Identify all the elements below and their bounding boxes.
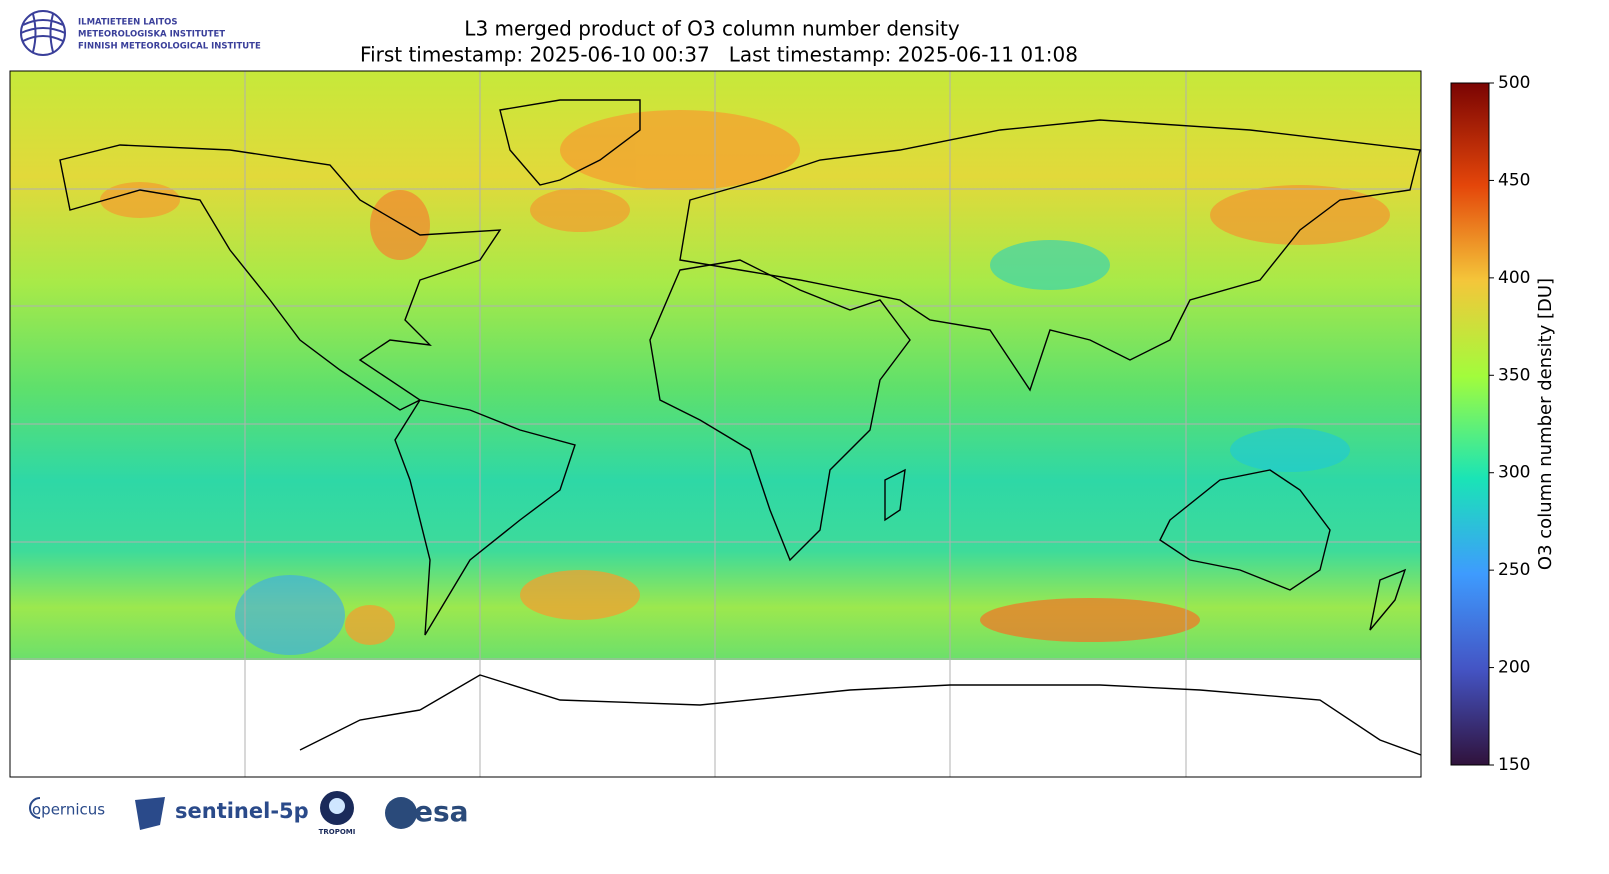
map-frame bbox=[9, 70, 1422, 778]
colorbar-tick-label: 450 bbox=[1498, 170, 1530, 190]
subtitle: First timestamp: 2025-06-10 00:37 Last t… bbox=[360, 43, 1078, 67]
map bbox=[10, 71, 1421, 777]
colorbar-tick-label: 250 bbox=[1498, 560, 1530, 580]
sentinel-logo: sentinel-5p bbox=[175, 799, 309, 823]
institute-name: FINNISH METEOROLOGICAL INSTITUTE bbox=[78, 42, 261, 52]
graticule bbox=[10, 71, 1421, 777]
ozone-lows bbox=[235, 240, 1350, 655]
coastlines bbox=[59, 99, 1421, 756]
institute-name: ILMATIETEEN LAITOS bbox=[78, 18, 178, 28]
colorbar-label: O3 column number density [DU] bbox=[1535, 278, 1556, 570]
colorbar-tick-label: 150 bbox=[1498, 755, 1530, 775]
colorbar bbox=[1450, 82, 1490, 766]
logos: opernicus sentinel-5p TROPOMI esa bbox=[29, 791, 469, 836]
colorbar-tick-label: 500 bbox=[1498, 73, 1530, 93]
colorbar-tick-label: 200 bbox=[1498, 658, 1530, 678]
esa-logo: esa bbox=[414, 795, 469, 828]
copernicus-logo: opernicus bbox=[32, 801, 105, 819]
institute-name: METEOROLOGISKA INSTITUTET bbox=[78, 30, 225, 40]
colorbar-tick-label: 350 bbox=[1498, 365, 1530, 385]
ozone-highs bbox=[100, 110, 1390, 645]
fmi-logo bbox=[20, 10, 66, 56]
tropomi-logo: TROPOMI bbox=[319, 828, 356, 836]
colorbar-tick-label: 400 bbox=[1498, 268, 1530, 288]
title: L3 merged product of O3 column number de… bbox=[464, 17, 960, 41]
colorbar-tick-label: 300 bbox=[1498, 463, 1530, 483]
